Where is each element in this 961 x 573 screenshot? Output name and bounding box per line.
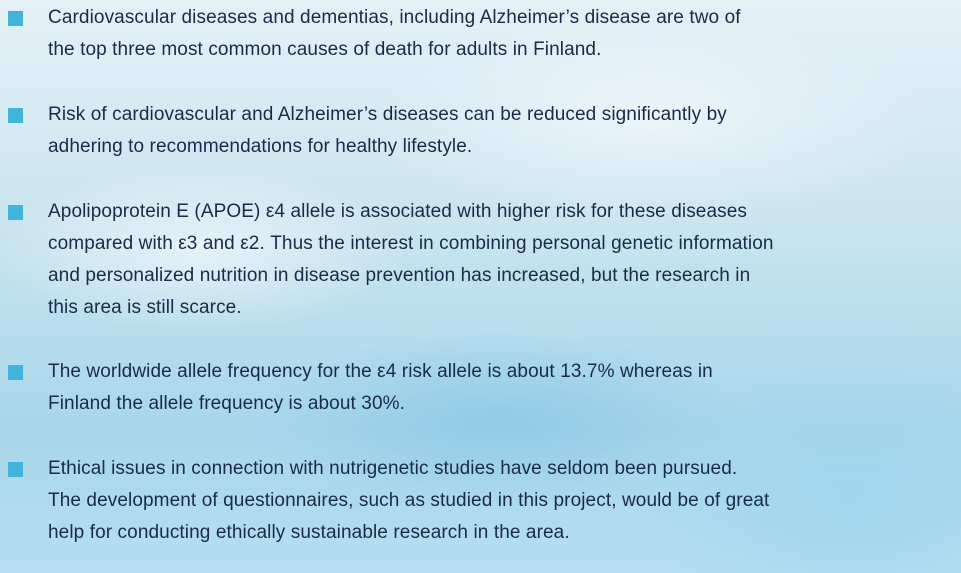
bullet-text: help for conducting ethically sustainabl…: [48, 520, 570, 546]
bullet-marker: [8, 365, 23, 380]
bullet-text: the top three most common causes of deat…: [48, 37, 601, 63]
bullet-marker: [8, 462, 23, 477]
bullet-text: compared with ε3 and ε2. Thus the intere…: [48, 231, 774, 257]
bullet-marker: [8, 205, 23, 220]
bullet-text: Ethical issues in connection with nutrig…: [48, 456, 737, 482]
bullet-text: The development of questionnaires, such …: [48, 488, 769, 514]
bullet-text: Apolipoprotein E (APOE) ε4 allele is ass…: [48, 199, 747, 225]
bullet-text: this area is still scarce.: [48, 295, 242, 321]
bullet-text: Risk of cardiovascular and Alzheimer’s d…: [48, 102, 727, 128]
bullet-text: Cardiovascular diseases and dementias, i…: [48, 5, 741, 31]
bullet-marker: [8, 108, 23, 123]
bullet-text: Finland the allele frequency is about 30…: [48, 391, 405, 417]
bullet-marker: [8, 11, 23, 26]
bullet-text: adhering to recommendations for healthy …: [48, 134, 472, 160]
bullet-text: The worldwide allele frequency for the ε…: [48, 359, 713, 385]
page: Cardiovascular diseases and dementias, i…: [0, 0, 961, 573]
bullet-text: and personalized nutrition in disease pr…: [48, 263, 750, 289]
